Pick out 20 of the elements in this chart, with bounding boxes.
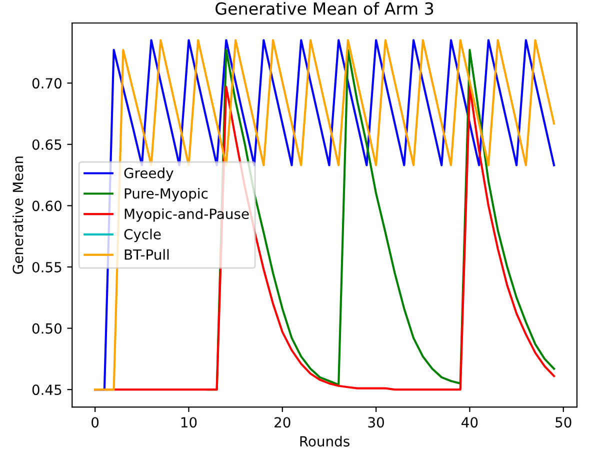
x-axis-title: Rounds [300, 436, 350, 447]
y-tick-label: 0.60 [32, 200, 62, 212]
x-tick-label: 50 [556, 417, 572, 428]
y-tick-label: 0.55 [32, 262, 62, 272]
y-tick-label: 0.70 [32, 78, 62, 89]
legend-label: Myopic-and-Pause [124, 208, 249, 222]
y-tick-label: 0.45 [32, 384, 62, 396]
x-tick-label: 10 [181, 417, 197, 428]
x-tick-label: 20 [274, 417, 290, 428]
y-tick-label: 0.50 [32, 323, 62, 334]
x-tick-label: 30 [368, 417, 384, 428]
x-tick-label: 40 [462, 417, 478, 428]
legend-label: Greedy [124, 168, 174, 181]
legend-label: BT-Pull [124, 249, 169, 260]
legend-label: Cycle [124, 228, 161, 242]
legend-label: Pure-Myopic [124, 188, 208, 202]
y-tick-label: 0.65 [32, 139, 62, 150]
x-tick-label: 0 [92, 417, 99, 428]
chart-title: Generative Mean of Arm 3 [216, 2, 434, 15]
y-axis-title: Generative Mean [12, 156, 24, 274]
